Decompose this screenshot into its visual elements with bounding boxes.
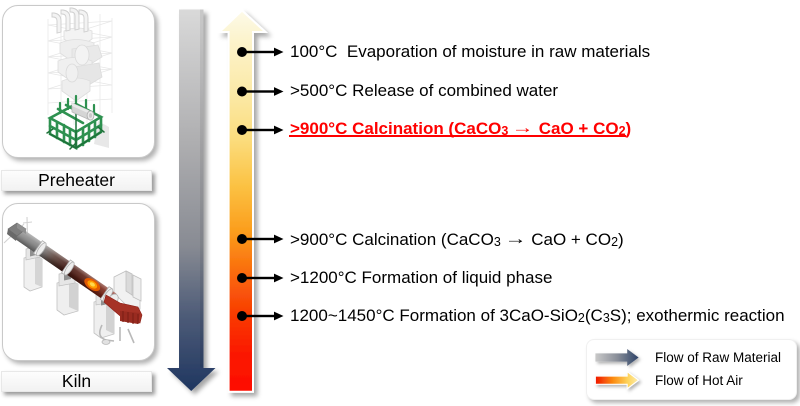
svg-text:Flow of Raw Material: Flow of Raw Material [655,350,781,365]
svg-text:Flow of Hot Air: Flow of Hot Air [655,373,743,388]
